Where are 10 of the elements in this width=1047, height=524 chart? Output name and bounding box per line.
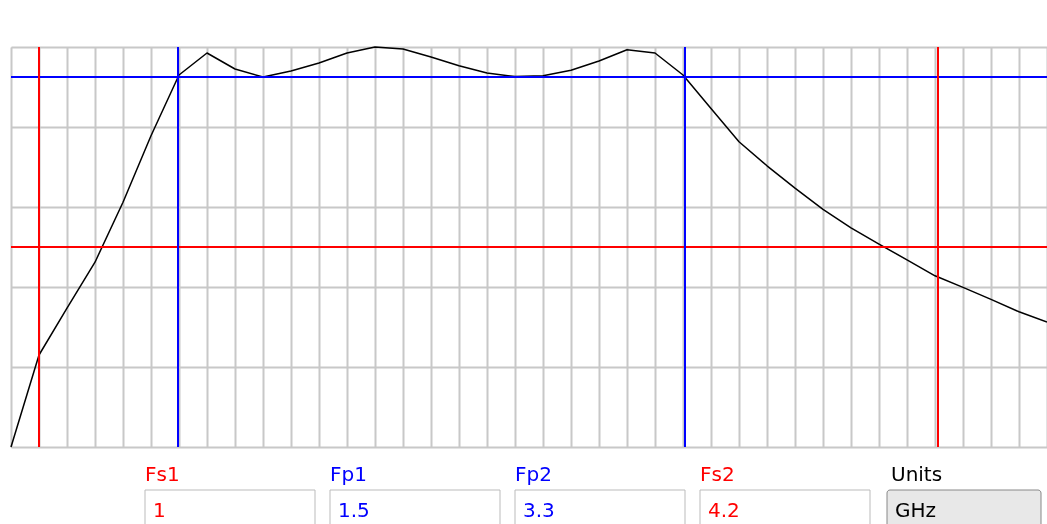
text: Fp1 <box>330 462 367 486</box>
text: 3.3 <box>523 498 555 522</box>
text: Fp2 <box>515 462 552 486</box>
text: 4.2 <box>708 498 740 522</box>
text: GHz <box>895 498 937 522</box>
text: Fs2 <box>700 462 735 486</box>
text: 1 <box>153 498 166 522</box>
text: Units <box>891 462 943 486</box>
text: Fs1 <box>145 462 180 486</box>
text: 1.5 <box>338 498 370 522</box>
